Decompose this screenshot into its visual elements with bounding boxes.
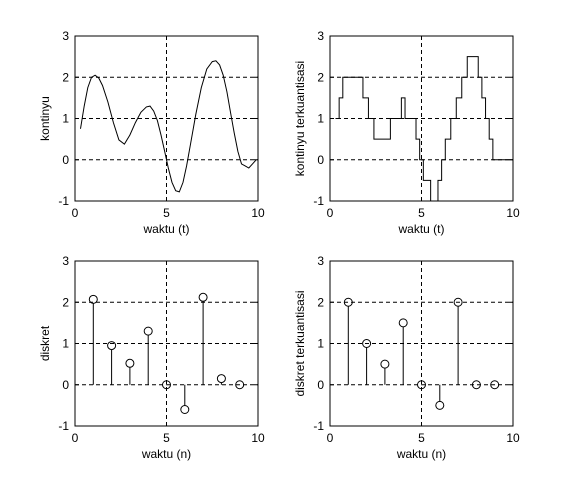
y-tick-label: 1 <box>317 112 324 126</box>
series-line-quantized <box>335 56 513 202</box>
stem-marker <box>362 339 372 348</box>
stem-marker <box>453 297 463 307</box>
y-axis-label: diskret terkuantisasi <box>293 290 307 396</box>
y-tick-label: 3 <box>62 254 69 268</box>
stem-marker <box>180 405 190 414</box>
subplot-diskret: diskret waktu (n) 0 5 10 -1 0 1 2 3 <box>38 254 265 461</box>
stem-marker <box>343 297 353 307</box>
x-tick-label: 10 <box>506 431 520 445</box>
y-axis-label: diskret <box>38 325 52 361</box>
stem-marker <box>198 292 208 302</box>
y-tick-label: -1 <box>58 419 69 433</box>
x-axis-label: waktu (t) <box>397 222 444 236</box>
y-tick-label: 0 <box>62 378 69 392</box>
stem-marker <box>398 318 408 328</box>
y-axis-label: kontinyu <box>38 96 52 141</box>
x-tick-label: 10 <box>251 431 265 445</box>
y-axis-label: kontinyu terkuantisasi <box>293 61 307 176</box>
y-tick-label: 2 <box>62 70 69 84</box>
x-tick-label: 10 <box>506 206 520 220</box>
x-tick-label: 5 <box>418 206 425 220</box>
subplot-diskret-terkuantisasi: diskret terkuantisasi waktu (n) 0 5 10 -… <box>293 254 520 461</box>
x-axis-label: waktu (t) <box>142 222 189 236</box>
stem-marker <box>162 380 171 390</box>
x-tick-label: 0 <box>72 206 79 220</box>
x-tick-label: 0 <box>327 206 334 220</box>
y-tick-label: -1 <box>313 419 324 433</box>
x-tick-label: 5 <box>418 431 425 445</box>
stem-marker <box>216 374 226 384</box>
x-axis-label: waktu (n) <box>141 447 191 461</box>
stem-marker <box>417 380 426 390</box>
y-tick-label: 2 <box>62 295 69 309</box>
y-tick-label: -1 <box>58 194 69 208</box>
y-tick-label: 1 <box>62 337 69 351</box>
x-tick-label: 5 <box>163 206 170 220</box>
y-tick-label: 0 <box>317 378 324 392</box>
y-tick-label: 1 <box>62 112 69 126</box>
y-tick-label: 3 <box>62 29 69 43</box>
x-tick-label: 0 <box>72 431 79 445</box>
subplot-kontinyu: kontinyu waktu (t) 0 5 10 -1 0 1 2 3 <box>38 29 265 236</box>
y-tick-label: 3 <box>317 29 324 43</box>
stem-marker <box>235 380 245 390</box>
series-line <box>80 60 257 193</box>
y-tick-label: 1 <box>317 337 324 351</box>
stem-marker <box>143 326 153 336</box>
x-tick-label: 10 <box>251 206 265 220</box>
stem-marker <box>107 341 117 351</box>
y-tick-label: -1 <box>313 194 324 208</box>
subplot-kontinyu-terkuantisasi: kontinyu terkuantisasi waktu (t) 0 5 10 … <box>293 29 520 236</box>
stem-marker <box>380 359 390 369</box>
stem-marker <box>125 358 135 368</box>
y-tick-label: 0 <box>317 153 324 167</box>
y-tick-label: 2 <box>317 295 324 309</box>
y-tick-label: 0 <box>62 153 69 167</box>
x-tick-label: 0 <box>327 431 334 445</box>
x-axis-label: waktu (n) <box>396 447 446 461</box>
stem-marker <box>471 380 481 390</box>
stem-marker <box>88 294 98 304</box>
y-tick-label: 3 <box>317 254 324 268</box>
stem-marker <box>490 380 500 390</box>
x-tick-label: 5 <box>163 431 170 445</box>
y-tick-label: 2 <box>317 70 324 84</box>
stem-marker <box>435 400 445 410</box>
